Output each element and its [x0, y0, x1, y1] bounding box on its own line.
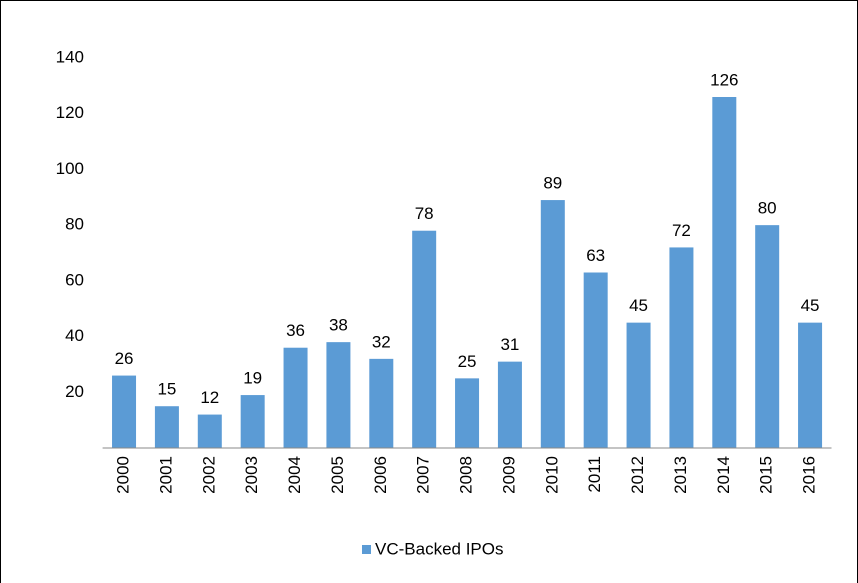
- y-tick-label: 60: [65, 270, 84, 289]
- x-tick-label: 2008: [457, 456, 476, 494]
- y-tick-label: 20: [65, 382, 84, 401]
- y-tick-label: 100: [56, 159, 84, 178]
- bar: [755, 225, 780, 448]
- x-tick-label: 2016: [800, 456, 819, 494]
- bar: [154, 406, 179, 448]
- bar: [283, 347, 308, 448]
- bar: [412, 230, 437, 448]
- bar: [369, 358, 394, 448]
- x-tick-label: 2015: [757, 456, 776, 494]
- x-tick-label: 2012: [628, 456, 647, 494]
- x-tick-label: 2000: [114, 456, 133, 494]
- x-tick-label: 2014: [714, 456, 733, 494]
- data-label: 89: [543, 174, 562, 193]
- data-label: 63: [586, 246, 605, 265]
- data-label: 80: [758, 199, 777, 218]
- x-tick-label: 2007: [414, 456, 433, 494]
- bar: [540, 200, 565, 448]
- bar: [626, 322, 651, 448]
- bar: [583, 272, 608, 448]
- x-tick-label: 2011: [585, 456, 604, 493]
- x-tick-label: 2010: [542, 456, 561, 494]
- y-tick-label: 120: [56, 103, 84, 122]
- bar: [497, 361, 522, 448]
- y-tick-label: 40: [65, 326, 84, 345]
- data-label: 25: [458, 352, 477, 371]
- y-tick-label: 140: [56, 47, 84, 66]
- bar: [669, 247, 694, 448]
- data-label: 36: [286, 321, 305, 340]
- data-label: 15: [157, 380, 176, 399]
- legend-label: VC-Backed IPOs: [375, 539, 504, 558]
- y-tick-label: 80: [65, 215, 84, 234]
- bar: [112, 375, 137, 448]
- x-tick-label: 2001: [156, 456, 175, 494]
- x-tick-label: 2004: [285, 456, 304, 494]
- data-label: 31: [500, 335, 519, 354]
- bar: [712, 97, 737, 448]
- data-label: 26: [115, 349, 134, 368]
- x-tick-label: 2002: [199, 456, 218, 494]
- x-tick-label: 2005: [328, 456, 347, 494]
- data-label: 38: [329, 316, 348, 335]
- data-label: 32: [372, 332, 391, 351]
- bar: [798, 322, 823, 448]
- bar: [455, 378, 480, 448]
- bar: [240, 395, 265, 448]
- data-label: 78: [415, 204, 434, 223]
- x-tick-label: 2003: [242, 456, 261, 494]
- x-tick-label: 2006: [371, 456, 390, 494]
- bar: [197, 414, 222, 448]
- data-label: 12: [200, 388, 219, 407]
- data-label: 19: [243, 369, 262, 388]
- legend-swatch: [362, 545, 371, 554]
- data-label: 45: [629, 296, 648, 315]
- bar: [326, 342, 351, 448]
- x-tick-label: 2009: [499, 456, 518, 494]
- data-label: 72: [672, 221, 691, 240]
- x-tick-label: 2013: [671, 456, 690, 494]
- data-label: 45: [801, 296, 820, 315]
- data-label: 126: [710, 70, 738, 89]
